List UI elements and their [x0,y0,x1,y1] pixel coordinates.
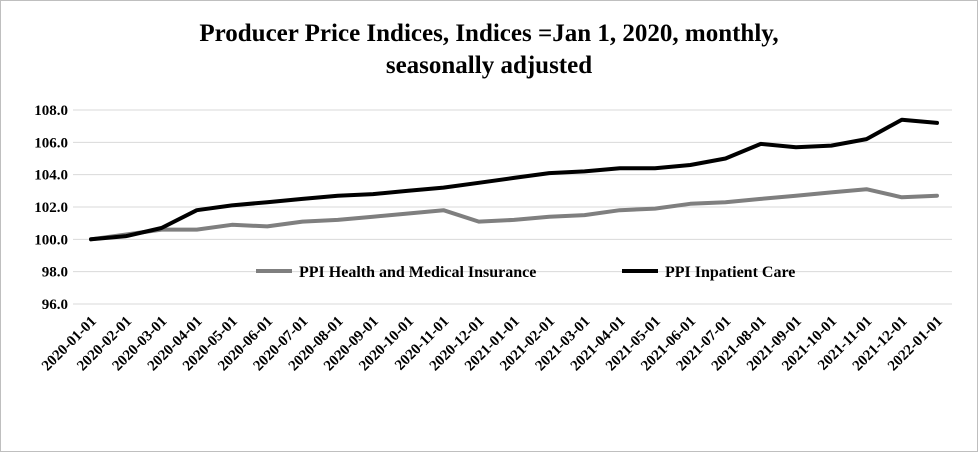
y-tick-label: 108.0 [34,103,68,119]
y-tick-label: 100.0 [34,232,68,248]
series-line-2 [89,117,939,242]
legend-label: PPI Inpatient Care [665,264,795,281]
chart-title-line-1: Producer Price Indices, Indices =Jan 1, … [199,20,779,47]
chart-title: Producer Price Indices, Indices =Jan 1, … [0,18,978,82]
chart-title-line-2: seasonally adjusted [385,52,593,79]
series-lines [89,117,939,242]
legend-label: PPI Health and Medical Insurance [299,264,536,281]
y-axis-ticks: 96.0 98.0 100.0 102.0 104.0 106.0 108.0 [34,103,68,313]
y-tick-label: 102.0 [34,200,68,216]
y-tick-label: 106.0 [34,135,68,151]
legend: PPI Health and Medical Insurance PPI Inpa… [256,264,795,281]
y-tick-label: 98.0 [42,265,68,281]
y-tick-label: 96.0 [42,297,68,313]
y-tick-label: 104.0 [34,168,68,184]
series-line-1 [89,187,939,242]
x-axis-ticks: 2020-01-012020-02-012020-03-012020-04-01… [39,314,946,375]
